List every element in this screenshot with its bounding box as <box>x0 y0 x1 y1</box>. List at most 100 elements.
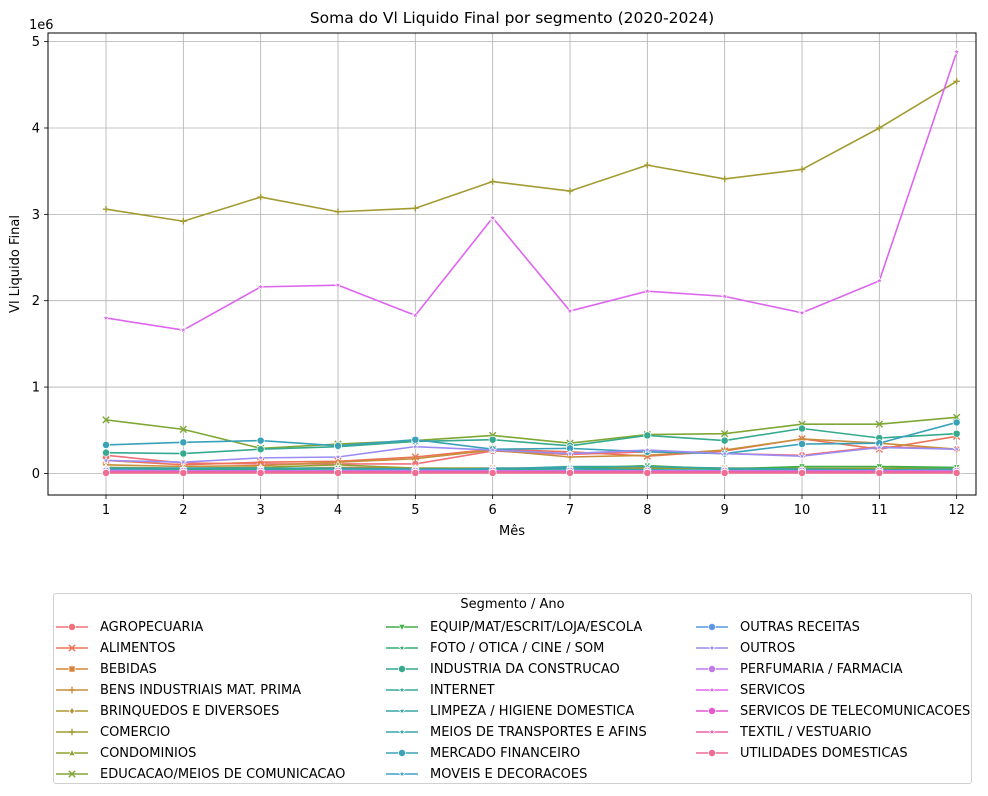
y-tick-label: 0 <box>32 467 40 482</box>
legend-label: AGROPECUARIA <box>100 619 204 635</box>
legend-item: ALIMENTOS <box>54 639 176 657</box>
legend-label: TEXTIL / VESTUARIO <box>740 724 872 740</box>
data-point <box>179 457 188 466</box>
legend-label: EQUIP/MAT/ESCRIT/LOJA/ESCOLA <box>430 619 643 635</box>
series-line <box>105 416 957 450</box>
data-point <box>798 166 806 173</box>
data-point <box>397 643 407 652</box>
data-point <box>179 469 188 477</box>
legend-label: SERVICOS DE TELECOMUNICACOES <box>740 703 971 719</box>
legend-label: SERVICOS <box>740 682 806 698</box>
y-tick-label: 1 <box>32 381 40 396</box>
data-point <box>720 292 729 300</box>
data-point <box>952 469 961 477</box>
data-point <box>876 124 883 132</box>
legend-item: OUTROS <box>694 639 795 657</box>
data-point <box>488 213 497 222</box>
legend-label: INTERNET <box>430 682 495 698</box>
data-point <box>69 706 75 716</box>
data-point <box>708 707 716 715</box>
legend-item: AGROPECUARIA <box>54 618 203 636</box>
data-point <box>707 643 717 652</box>
data-point <box>952 444 961 453</box>
data-point <box>334 441 342 450</box>
data-point <box>256 282 265 291</box>
legend-swatch <box>386 643 418 652</box>
legend-item: TEXTIL / VESTUARIO <box>694 723 871 741</box>
y-axis-scale-label: 1e6 <box>29 18 54 33</box>
data-point <box>565 449 575 458</box>
series <box>102 78 960 225</box>
legend-swatch <box>386 769 418 778</box>
legend-label: BRINQUEDOS E DIVERSOES <box>100 703 280 719</box>
data-point <box>101 313 111 322</box>
legend-item: SERVICOS <box>694 681 805 699</box>
legend-item: INTERNET <box>384 681 495 699</box>
legend-swatch <box>696 665 728 673</box>
data-point <box>411 442 420 451</box>
legend-item: COMERCIO <box>54 723 170 741</box>
data-point <box>257 193 264 201</box>
data-point <box>798 424 806 433</box>
series-line <box>105 427 957 455</box>
data-point <box>488 445 497 454</box>
series-line <box>105 435 957 466</box>
legend-item: BRINQUEDOS E DIVERSOES <box>54 702 279 720</box>
y-axis-ticks: 0 1 2 3 4 5 <box>32 35 48 482</box>
legend-swatch <box>56 686 88 694</box>
legend-swatch <box>696 749 728 757</box>
data-point <box>180 218 187 225</box>
legend-label: CONDOMINIOS <box>100 745 197 761</box>
data-point <box>720 429 729 438</box>
data-point <box>397 685 407 694</box>
data-point <box>412 205 419 212</box>
legend-title: Segmento / Ano <box>460 597 565 612</box>
data-point <box>798 440 806 449</box>
legend-swatch <box>386 665 418 673</box>
legend-swatch <box>696 707 728 715</box>
data-point <box>643 431 652 440</box>
legend-item: INDUSTRIA DA CONSTRUCAO <box>384 660 620 678</box>
legend-item: MOVEIS E DECORACOES <box>384 765 587 783</box>
data-point <box>488 435 497 444</box>
data-point <box>68 623 76 631</box>
legend-label: UTILIDADES DOMESTICAS <box>740 745 908 761</box>
data-point <box>101 456 111 464</box>
series-layer <box>101 47 961 477</box>
data-point <box>102 448 110 457</box>
data-point <box>643 445 652 454</box>
data-point <box>643 469 652 477</box>
x-tick-label: 1 <box>102 503 110 518</box>
legend-label: MOVEIS E DECORACOES <box>430 766 588 782</box>
data-point <box>566 469 574 477</box>
series-line <box>105 445 957 463</box>
grid-lines <box>48 33 976 495</box>
legend-swatch <box>56 770 88 778</box>
data-point <box>565 306 575 315</box>
legend-swatch <box>56 623 88 631</box>
legend: Segmento / Ano AGROPECUARIA ALIMENTOS BEBI… <box>53 593 972 784</box>
data-point <box>102 469 110 477</box>
legend-label: FOTO / OTICA / CINE / SOM <box>430 640 605 656</box>
chart-title: Soma do Vl Liquido Final por segmento (2… <box>310 9 714 27</box>
x-tick-label: 5 <box>411 503 419 518</box>
data-point <box>397 706 407 715</box>
legend-item: BENS INDUSTRIAIS MAT. PRIMA <box>54 681 301 699</box>
legend-item: BEBIDAS <box>54 660 157 678</box>
data-point <box>398 749 406 757</box>
data-point <box>333 452 343 461</box>
x-tick-label: 10 <box>794 503 811 518</box>
series <box>101 442 961 466</box>
legend-swatch <box>56 728 88 736</box>
legend-label: EDUCACAO/MEIOS DE COMUNICACAO <box>100 766 346 782</box>
legend-item: EDUCACAO/MEIOS DE COMUNICACAO <box>54 765 345 783</box>
legend-item: MERCADO FINANCEIRO <box>384 744 580 762</box>
data-point <box>179 438 188 447</box>
legend-item: FOTO / OTICA / CINE / SOM <box>384 639 604 657</box>
x-tick-label: 2 <box>179 503 187 518</box>
legend-item: UTILIDADES DOMESTICAS <box>694 744 908 762</box>
data-point <box>333 280 343 289</box>
legend-swatch <box>56 748 88 756</box>
data-point <box>256 436 265 445</box>
data-point <box>798 469 806 477</box>
